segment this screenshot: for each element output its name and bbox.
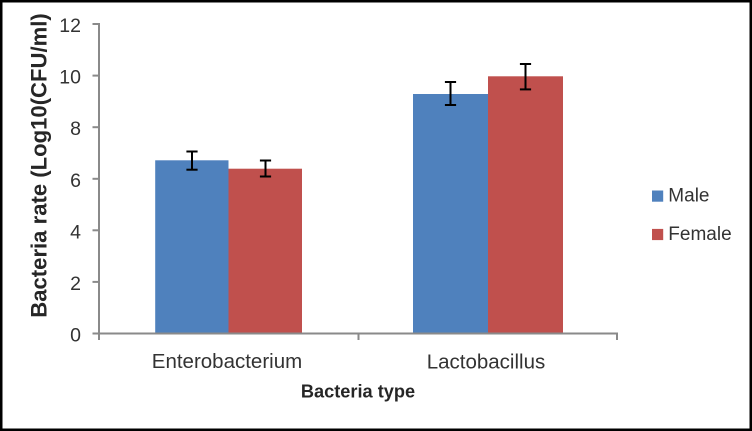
svg-text:Enterobacterium: Enterobacterium <box>152 350 302 373</box>
svg-text:0: 0 <box>70 325 81 347</box>
svg-text:Female: Female <box>668 224 731 245</box>
svg-text:10: 10 <box>59 67 81 89</box>
svg-text:Lactobacillus: Lactobacillus <box>427 351 546 374</box>
svg-text:Male: Male <box>668 186 709 207</box>
svg-text:2: 2 <box>70 273 81 295</box>
svg-text:Bacteria rate (Log10(CFU/ml): Bacteria rate (Log10(CFU/ml) <box>27 13 52 317</box>
svg-text:12: 12 <box>59 15 81 37</box>
svg-text:Bacteria type: Bacteria type <box>301 382 415 402</box>
svg-text:8: 8 <box>70 118 81 140</box>
svg-text:4: 4 <box>70 221 81 243</box>
svg-text:6: 6 <box>70 170 81 192</box>
